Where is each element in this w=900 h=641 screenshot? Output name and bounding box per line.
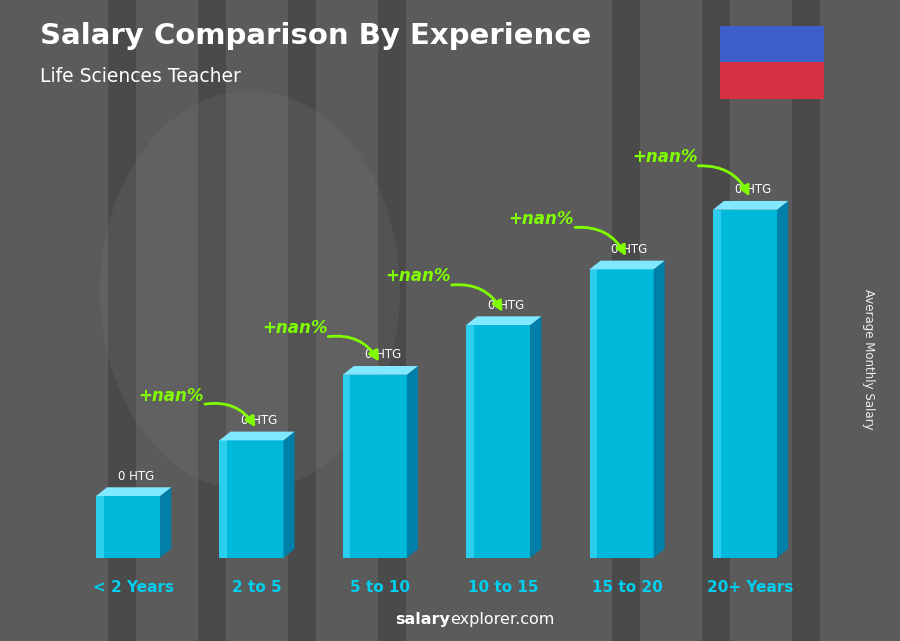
Text: explorer.com: explorer.com <box>450 612 554 627</box>
Text: Average Monthly Salary: Average Monthly Salary <box>862 288 875 429</box>
Bar <box>720 62 824 99</box>
Bar <box>108 0 136 641</box>
Text: +nan%: +nan% <box>262 319 328 337</box>
Text: 0 HTG: 0 HTG <box>118 469 154 483</box>
Text: Salary Comparison By Experience: Salary Comparison By Experience <box>40 22 592 51</box>
Bar <box>96 496 160 558</box>
Text: 0 HTG: 0 HTG <box>735 183 771 196</box>
Bar <box>343 375 350 558</box>
Bar <box>288 0 316 641</box>
Text: 0 HTG: 0 HTG <box>611 243 648 256</box>
Polygon shape <box>653 261 665 558</box>
Bar <box>466 325 530 558</box>
Bar <box>720 26 824 62</box>
Polygon shape <box>530 316 542 558</box>
Bar <box>378 0 406 641</box>
Text: 2 to 5: 2 to 5 <box>232 579 282 595</box>
Text: +nan%: +nan% <box>139 387 204 404</box>
Polygon shape <box>466 316 542 325</box>
Polygon shape <box>160 487 171 558</box>
Bar <box>343 375 407 558</box>
Text: +nan%: +nan% <box>508 210 574 228</box>
Bar <box>96 496 104 558</box>
Text: Life Sciences Teacher: Life Sciences Teacher <box>40 67 241 87</box>
Bar <box>792 0 820 641</box>
Bar <box>612 0 640 641</box>
Ellipse shape <box>100 91 400 491</box>
Bar <box>466 325 473 558</box>
Text: +nan%: +nan% <box>632 148 698 166</box>
Text: 10 to 15: 10 to 15 <box>469 579 539 595</box>
Bar <box>198 0 226 641</box>
Bar <box>713 210 777 558</box>
Text: 5 to 10: 5 to 10 <box>350 579 410 595</box>
Polygon shape <box>713 201 788 210</box>
Polygon shape <box>777 201 788 558</box>
Bar <box>713 210 721 558</box>
Polygon shape <box>407 366 418 558</box>
Bar <box>702 0 730 641</box>
Text: salary: salary <box>395 612 450 627</box>
Text: 0 HTG: 0 HTG <box>241 414 277 427</box>
Bar <box>220 440 227 558</box>
Text: +nan%: +nan% <box>385 267 451 285</box>
Bar <box>590 269 598 558</box>
Polygon shape <box>220 431 294 440</box>
Text: 20+ Years: 20+ Years <box>707 579 794 595</box>
Text: 0 HTG: 0 HTG <box>488 299 525 312</box>
Text: 15 to 20: 15 to 20 <box>592 579 662 595</box>
Polygon shape <box>284 431 294 558</box>
Polygon shape <box>590 261 665 269</box>
Text: 0 HTG: 0 HTG <box>364 348 401 362</box>
Polygon shape <box>343 366 418 375</box>
Polygon shape <box>96 487 171 496</box>
Bar <box>590 269 653 558</box>
Bar <box>220 440 284 558</box>
Text: < 2 Years: < 2 Years <box>93 579 174 595</box>
